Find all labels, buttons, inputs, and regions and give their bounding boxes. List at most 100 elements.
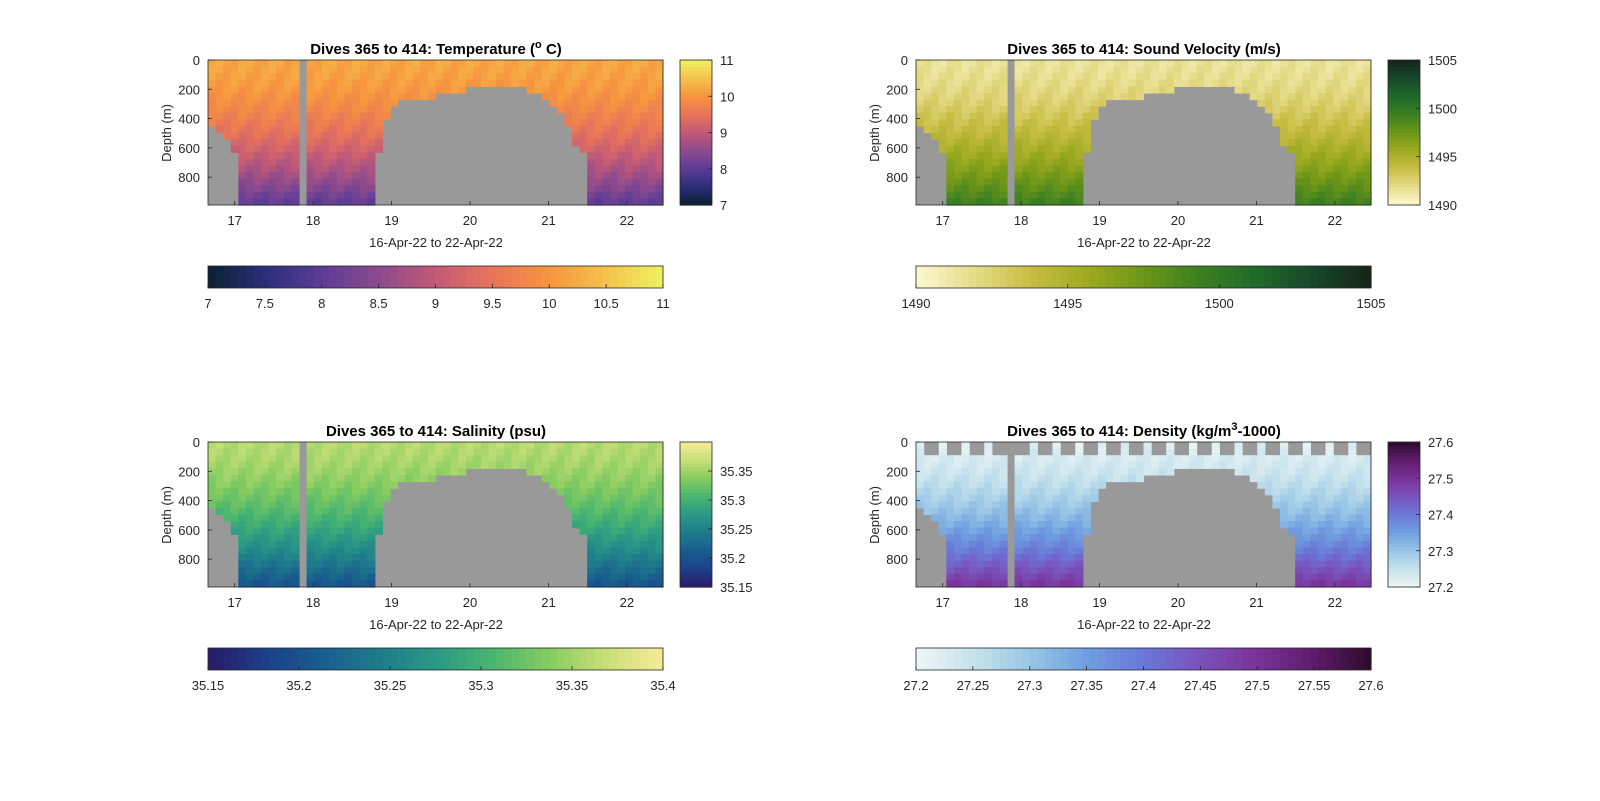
heatmap-cell (1287, 73, 1296, 81)
heatmap-cell (1029, 112, 1038, 120)
colorbar-segment (1310, 266, 1319, 288)
heatmap-cell (283, 481, 293, 489)
colorbar-segment (953, 648, 963, 670)
heatmap-cell (397, 448, 406, 456)
heatmap-cell (655, 99, 664, 107)
heatmap-cell (336, 468, 346, 476)
heatmap-cell (465, 79, 475, 87)
heatmap-cell (1189, 442, 1198, 450)
heatmap-cell (587, 172, 596, 180)
heatmap-cell (367, 132, 376, 140)
heatmap-cell (632, 501, 641, 509)
heatmap-cell (976, 468, 985, 476)
colorbar-segment (680, 583, 712, 588)
heatmap-cell (1280, 521, 1289, 529)
heatmap-cell (427, 448, 437, 456)
heatmap-cell (1044, 481, 1054, 489)
heatmap-cell (923, 494, 932, 502)
heatmap-cell (953, 139, 963, 147)
heatmap-cell (946, 60, 955, 68)
y-tick-label: 600 (178, 141, 200, 156)
colorbar-segment (1037, 266, 1046, 288)
heatmap-cell (617, 442, 626, 450)
colorbar-segment (1143, 266, 1152, 288)
colorbar-segment (352, 648, 361, 670)
heatmap-cell (1082, 527, 1092, 535)
heatmap-cell (1287, 66, 1296, 74)
heatmap-cell (1044, 191, 1054, 200)
colorbar-segment (496, 266, 505, 288)
heatmap-cell (938, 455, 947, 463)
heatmap-cell (359, 60, 368, 68)
heatmap-cell (1052, 191, 1061, 200)
heatmap-cell (420, 66, 429, 74)
heatmap-cell (556, 448, 566, 456)
heatmap-cell (961, 185, 970, 193)
heatmap-cell (1257, 455, 1266, 463)
heatmap-cell (969, 185, 978, 193)
heatmap-cell (1029, 86, 1038, 94)
heatmap-cell (617, 152, 626, 160)
heatmap-cell (617, 139, 626, 147)
heatmap-cell (969, 455, 978, 463)
heatmap-cell (397, 60, 406, 68)
heatmap-cell (283, 178, 293, 186)
heatmap-cell (1128, 455, 1137, 463)
heatmap-cell (969, 198, 978, 206)
heatmap-cell (329, 119, 338, 127)
heatmap-cell (382, 106, 391, 114)
heatmap-cell (931, 501, 940, 509)
heatmap-cell (1310, 468, 1319, 476)
heatmap-cell (976, 92, 985, 101)
heatmap-cell (655, 560, 664, 568)
heatmap-cell (329, 60, 338, 68)
heatmap-cell (655, 178, 664, 186)
heatmap-cell (1029, 461, 1038, 469)
heatmap-cell (208, 501, 217, 509)
heatmap-cell (1098, 79, 1107, 87)
heatmap-cell (556, 99, 566, 107)
heatmap-cell (1052, 152, 1061, 160)
heatmap-cell (655, 547, 664, 555)
heatmap-cell (564, 60, 573, 68)
heatmap-cell (953, 158, 963, 167)
heatmap-cell (632, 507, 641, 516)
colorbar-segment (680, 442, 712, 447)
heatmap-cell (961, 507, 970, 516)
heatmap-cell (412, 60, 421, 68)
colorbar-tick-label: 1505 (1428, 53, 1457, 68)
heatmap-cell (1325, 468, 1334, 476)
heatmap-cell (390, 442, 399, 450)
heatmap-cell (984, 481, 993, 489)
heatmap-cell (647, 165, 657, 173)
heatmap-cell (352, 547, 361, 555)
heatmap-cell (984, 112, 993, 120)
heatmap-cell (1310, 165, 1319, 173)
heatmap-cell (587, 514, 596, 522)
heatmap-cell (359, 112, 368, 120)
heatmap-cell (647, 66, 657, 74)
colorbar-segment (390, 266, 399, 288)
colorbar-segment (1302, 648, 1311, 670)
y-tick-label: 600 (178, 523, 200, 538)
heatmap-cell (336, 152, 346, 160)
heatmap-cell (518, 73, 528, 81)
heatmap-cell (268, 580, 277, 588)
heatmap-cell (1340, 580, 1349, 588)
heatmap-cell (953, 145, 963, 153)
colorbar-segment (503, 648, 512, 670)
heatmap-cell (1317, 86, 1327, 94)
heatmap-cell (655, 86, 664, 94)
heatmap-cell (1295, 152, 1304, 160)
heatmap-cell (1090, 86, 1099, 94)
colorbar-segment (680, 489, 712, 494)
heatmap-cell (961, 560, 970, 568)
heatmap-cell (1295, 119, 1304, 127)
heatmap-cell (518, 79, 528, 87)
heatmap-cell (1295, 158, 1304, 167)
heatmap-cell (344, 60, 353, 68)
heatmap-cell (336, 178, 346, 186)
heatmap-cell (1151, 455, 1160, 463)
heatmap-cell (223, 474, 232, 483)
heatmap-cell (999, 191, 1008, 200)
